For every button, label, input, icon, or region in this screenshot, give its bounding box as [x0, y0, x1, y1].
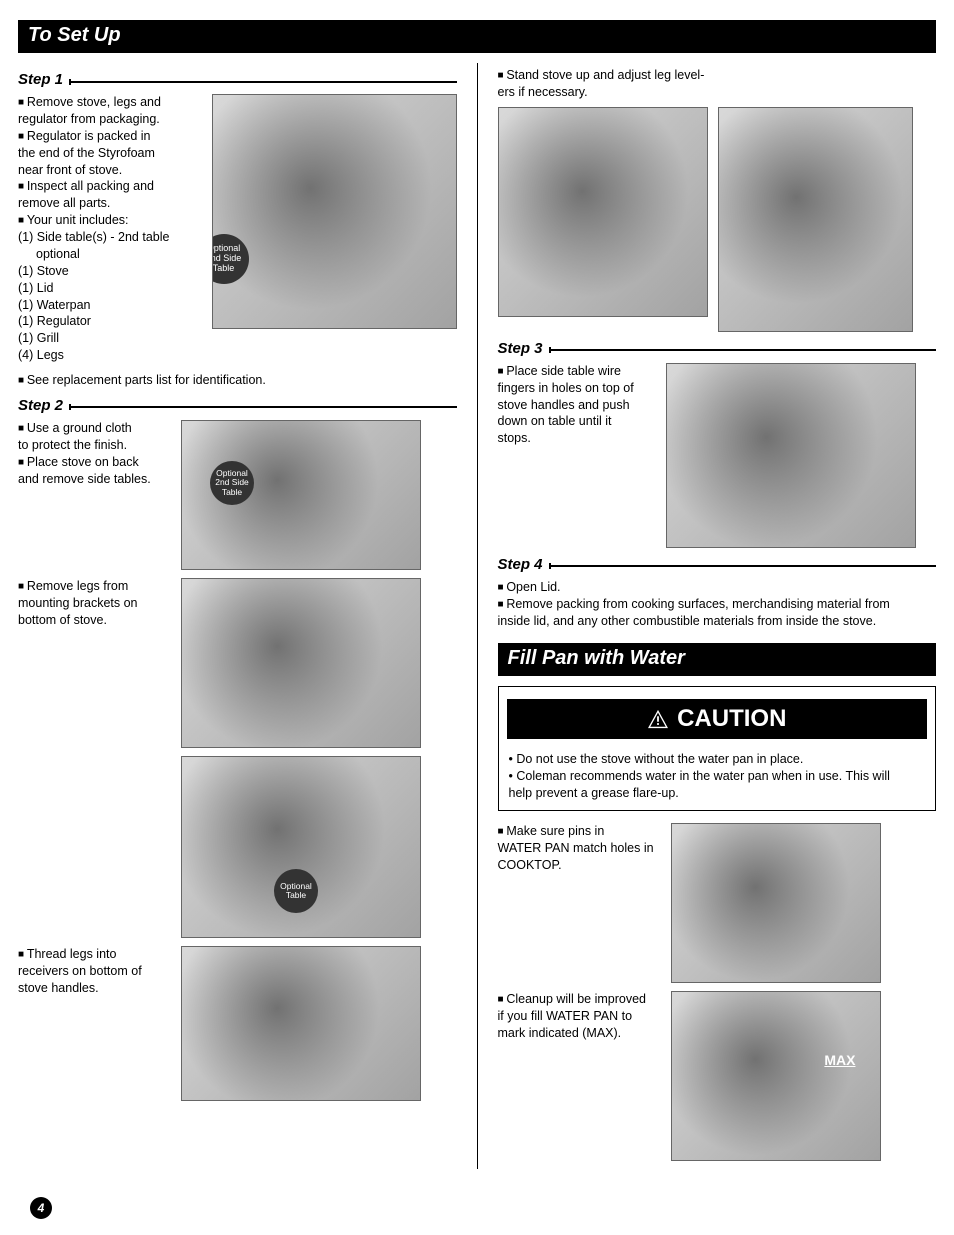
fill-block-b: Cleanup will be improvedif you fill WATE…: [498, 991, 937, 1161]
section-fill-pan: Fill Pan with Water: [498, 643, 937, 676]
fill-text-b: Cleanup will be improvedif you fill WATE…: [498, 991, 663, 1161]
step2-block-c: Thread legs intoreceivers on bottom ofst…: [18, 946, 457, 1101]
caution-bar: CAUTION: [507, 699, 928, 739]
step2-rule: [71, 406, 456, 408]
left-column: Step 1 Remove stove, legs andregulator f…: [18, 63, 457, 1169]
step1-text: Remove stove, legs andregulator from pac…: [18, 94, 204, 364]
step1-image: Optional 2nd Side Table: [212, 94, 457, 329]
step2-label: Step 2: [18, 397, 63, 414]
caution-text: Do not use the stove without the water p…: [507, 747, 928, 802]
step1-footer: See replacement parts list for identific…: [18, 372, 457, 389]
step2-text-b: Remove legs frommounting brackets onbott…: [18, 578, 173, 748]
step3-rule: [551, 349, 936, 351]
step2-block-b: Remove legs frommounting brackets onbott…: [18, 578, 457, 748]
assembled-stove-image: [718, 107, 913, 332]
callout-optional-2nd-side-table-b: Optional 2nd Side Table: [210, 461, 254, 505]
step1-header: Step 1: [18, 71, 457, 88]
waterpan-max-image: MAX: [671, 991, 881, 1161]
caution-title: CAUTION: [677, 705, 786, 733]
step3-text: Place side table wirefingers in holes on…: [498, 363, 658, 548]
page-number: 4: [30, 1197, 52, 1219]
callout-optional-2nd-side-table: Optional 2nd Side Table: [212, 234, 249, 284]
step4-text: Open Lid.Remove packing from cooking sur…: [498, 579, 937, 630]
step1-label: Step 1: [18, 71, 63, 88]
step3-label: Step 3: [498, 340, 543, 357]
step1-footer-text: See replacement parts list for identific…: [18, 373, 266, 387]
step3-body: Place side table wirefingers in holes on…: [498, 363, 937, 548]
fill-text-a: Make sure pins inWATER PAN match holes i…: [498, 823, 663, 983]
step1-rule: [71, 81, 456, 83]
waterpan-pins-image: [671, 823, 881, 983]
step4-rule: [551, 565, 936, 567]
section-to-set-up: To Set Up: [18, 20, 936, 53]
step3-header: Step 3: [498, 340, 937, 357]
step2-text-c: Thread legs intoreceivers on bottom ofst…: [18, 946, 173, 1101]
step2-image-a: Optional 2nd Side Table: [181, 420, 421, 570]
step2-image-d: [181, 946, 421, 1101]
step1-body: Remove stove, legs andregulator from pac…: [18, 94, 457, 364]
max-label: MAX: [824, 1052, 855, 1068]
step2-text-a: Use a ground clothto protect the finish.…: [18, 420, 173, 570]
callout-optional-table: Optional Table: [274, 869, 318, 913]
step4-header: Step 4: [498, 556, 937, 573]
leg-leveler-image: [498, 107, 708, 317]
two-column-layout: Step 1 Remove stove, legs andregulator f…: [18, 63, 936, 1169]
step2-image-b: [181, 578, 421, 748]
step2-image-c: Optional Table: [181, 756, 421, 938]
step3-image: [666, 363, 916, 548]
step2-spacer: [18, 756, 173, 938]
step2-header: Step 2: [18, 397, 457, 414]
step2-block-optional-table: Optional Table: [18, 756, 457, 938]
step2-block-a: Use a ground clothto protect the finish.…: [18, 420, 457, 570]
step2-continued-text: Stand stove up and adjust leg level-ers …: [498, 67, 937, 101]
column-divider: [477, 63, 478, 1169]
right-column: Stand stove up and adjust leg level-ers …: [498, 63, 937, 1169]
step2-continued-images: [498, 107, 937, 332]
caution-box: CAUTION Do not use the stove without the…: [498, 686, 937, 811]
warning-icon: [647, 709, 669, 729]
step4-label: Step 4: [498, 556, 543, 573]
fill-block-a: Make sure pins inWATER PAN match holes i…: [498, 823, 937, 983]
